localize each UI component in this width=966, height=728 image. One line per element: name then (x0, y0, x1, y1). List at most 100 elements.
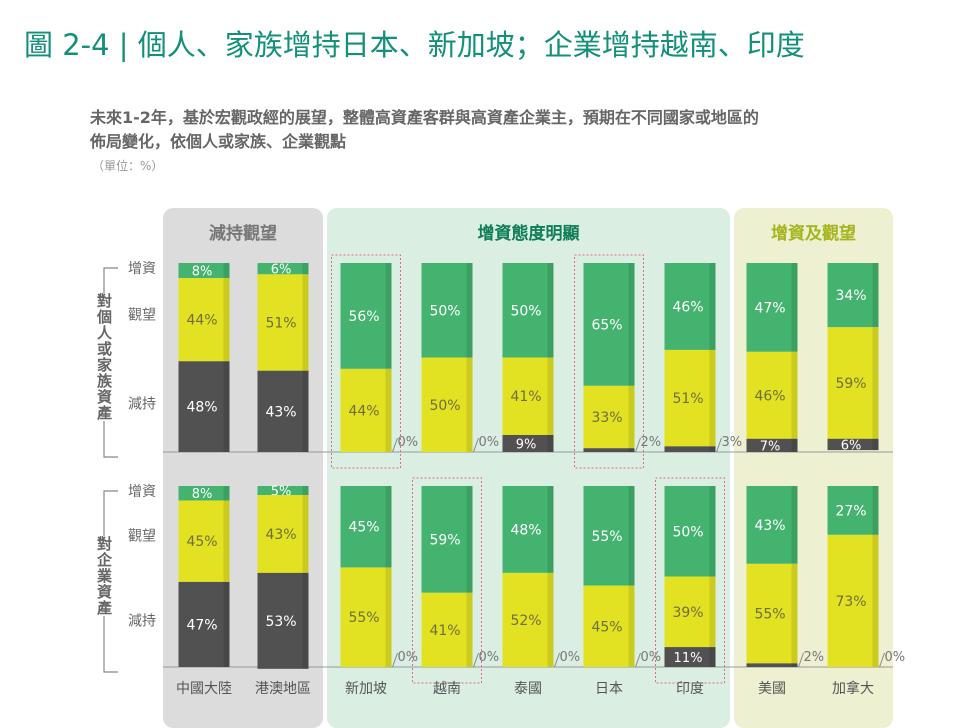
data-label: 46% (754, 388, 785, 404)
bar-shade (223, 581, 230, 667)
bar-segment-觀望 (257, 495, 309, 573)
leader-line (473, 652, 479, 668)
chart-title: 圖 2-4 | 個人、家族增持日本、新加坡；企業增持越南、印度 (24, 28, 805, 62)
bar-segment-增資 (340, 486, 392, 568)
bar-segment-觀望 (664, 576, 716, 648)
bar-segment-增資 (178, 486, 230, 501)
data-label: 59% (835, 376, 866, 392)
bar-segment-增資 (502, 486, 554, 573)
panel-label-corporate: 對企業資產 (93, 536, 114, 616)
bar-segment-觀望 (421, 592, 473, 667)
data-label: 6% (841, 438, 862, 453)
bar-segment-觀望 (502, 357, 554, 435)
data-label: 0% (885, 650, 906, 665)
bar-shade (385, 486, 392, 568)
x-tick-label: 加拿大 (832, 680, 874, 697)
bar-shade (302, 263, 309, 275)
bar-shade (466, 357, 473, 452)
data-label: 41% (510, 389, 541, 405)
data-label: 45% (348, 520, 379, 536)
x-tick-label: 美國 (758, 681, 786, 697)
bar-shade (872, 486, 879, 535)
bar-segment-觀望 (827, 327, 879, 439)
bar-segment-觀望 (340, 567, 392, 667)
bar-segment-觀望 (583, 385, 635, 449)
data-label: 9% (516, 437, 537, 452)
data-label: 45% (591, 619, 622, 635)
bar-shade (709, 263, 716, 350)
data-label: 55% (591, 529, 622, 545)
data-label: 50% (429, 398, 460, 414)
leader-line (716, 437, 722, 453)
bar-segment-觀望 (502, 572, 554, 667)
leader-line (554, 652, 560, 668)
bar-segment-減持 (746, 663, 798, 667)
leader-line (798, 652, 804, 668)
highlight-box (574, 254, 644, 469)
x-tick-label: 日本 (595, 681, 623, 697)
bar-shade (223, 278, 230, 362)
bar-shade (223, 500, 230, 582)
data-label: 50% (672, 524, 703, 540)
bar-segment-觀望 (257, 274, 309, 371)
bar-shade (791, 563, 798, 664)
bar-shade (709, 446, 716, 452)
data-label: 50% (510, 303, 541, 319)
leader-line (392, 437, 398, 453)
data-label: 6% (271, 263, 292, 278)
bar-segment-觀望 (583, 585, 635, 667)
data-label: 43% (265, 527, 296, 543)
leader-line (635, 437, 641, 453)
bar-shade (872, 327, 879, 439)
subtitle-line-1: 未來1-2年，基於宏觀政經的展望，整體高資產客群與高資產企業主，預期在不同國家或… (90, 108, 759, 127)
bar-segment-減持 (257, 572, 309, 669)
leader-line (392, 652, 398, 668)
bar-shade (302, 495, 309, 573)
x-tick-label: 中國大陸 (176, 681, 232, 697)
bar-shade (466, 263, 473, 358)
data-label: 45% (186, 534, 217, 550)
unit-label: （單位：%） (92, 159, 164, 173)
bar-segment-減持 (178, 581, 230, 667)
data-label: 0% (398, 435, 419, 450)
chart-subtitle: 未來1-2年，基於宏觀政經的展望，整體高資產客群與高資產企業主，預期在不同國家或… (90, 106, 920, 154)
bar-shade (547, 434, 554, 452)
bar-shade (709, 486, 716, 577)
series-label: 觀望 (128, 308, 156, 324)
data-label: 59% (429, 532, 460, 548)
bar-segment-增資 (664, 486, 716, 577)
bar-shade (709, 576, 716, 648)
bar-segment-減持 (178, 361, 230, 452)
series-label: 觀望 (128, 528, 156, 544)
bar-segment-增資 (746, 263, 798, 352)
data-label: 8% (192, 487, 213, 502)
data-label: 2% (804, 650, 825, 665)
bar-segment-增資 (664, 263, 716, 350)
bar-segment-增資 (827, 486, 879, 535)
bar-segment-減持 (664, 446, 716, 452)
group-label: 增資態度明顯 (478, 223, 580, 244)
bar-shade (385, 263, 392, 369)
bar-shade (547, 263, 554, 358)
data-label: 47% (754, 300, 785, 316)
data-label: 41% (429, 623, 460, 639)
data-label: 0% (398, 650, 419, 665)
bar-segment-觀望 (340, 368, 392, 452)
bar-shade (628, 448, 635, 452)
data-label: 7% (760, 439, 781, 454)
series-label: 減持 (128, 612, 156, 629)
bar-shade (302, 572, 309, 669)
series-label: 增資 (128, 484, 156, 500)
leader-line (879, 652, 885, 668)
data-label: 8% (192, 265, 213, 280)
bar-shade (872, 438, 879, 451)
data-label: 39% (672, 605, 703, 621)
data-label: 44% (186, 313, 217, 329)
x-tick-label: 越南 (433, 681, 461, 697)
bar-segment-減持 (257, 370, 309, 452)
bar-shade (709, 647, 716, 667)
data-label: 0% (641, 650, 662, 665)
data-label: 73% (835, 594, 866, 610)
data-label: 43% (265, 404, 296, 420)
data-label: 47% (186, 617, 217, 633)
